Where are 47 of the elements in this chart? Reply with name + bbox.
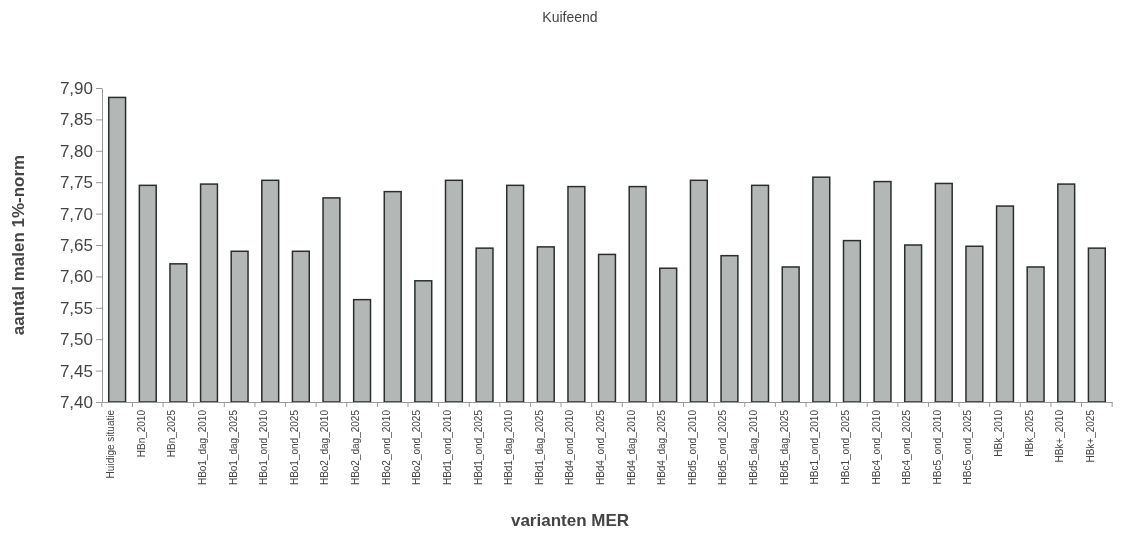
x-tick-label: HBd1_dag_2010 (503, 409, 515, 486)
x-tick-label: HBk+_2025 (1084, 409, 1096, 463)
x-tick-label: HBc5_ond_2010 (931, 409, 943, 485)
x-tick-label: HBo1_dag_2010 (197, 409, 208, 486)
y-tick-label: 7,85 (59, 110, 93, 130)
y-tick-label: 7,50 (59, 330, 93, 350)
x-tick-label: HBo1_ond_2010 (258, 409, 270, 486)
x-tick-label: HBd5_ond_2010 (686, 409, 698, 486)
x-tick-label: HBc4_ond_2025 (901, 409, 913, 485)
x-tick-label: HBo1_ond_2025 (288, 409, 300, 486)
y-tick-label: 7,65 (59, 235, 93, 255)
y-tick-label: 7,90 (59, 78, 93, 98)
x-tick-label: HBn_2025 (166, 409, 178, 458)
x-tick-label: HBd5_dag_2025 (778, 409, 790, 486)
x-tick-label: HBc1_ond_2025 (839, 409, 851, 485)
x-tick-label: HBd4_dag_2025 (656, 409, 668, 486)
x-tick-label: HBd5_dag_2010 (748, 409, 760, 486)
y-axis-title: aantal malen 1%-norm (9, 154, 28, 336)
x-tick-label: HBd5_ond_2025 (717, 409, 729, 486)
x-tick-label: HBd1_ond_2025 (472, 409, 484, 486)
x-tick-label: HBk+_2010 (1054, 409, 1066, 463)
x-tick-label: HBd4_ond_2010 (564, 409, 576, 486)
x-tick-label: HBd1_ond_2010 (441, 409, 453, 486)
y-tick-label: 7,55 (59, 298, 93, 318)
x-tick-label: HBc1_ond_2010 (809, 409, 821, 485)
x-tick-label: HBn_2010 (135, 409, 147, 458)
x-tick-label: HBd1_dag_2025 (533, 409, 545, 486)
y-tick-label: 7,75 (59, 173, 93, 193)
x-tick-label: HBo2_dag_2010 (319, 409, 331, 486)
chart-title: Kuifeend (542, 9, 598, 25)
x-tick-label: HBo2_dag_2025 (350, 409, 362, 486)
x-tick-label: HBk_2025 (1023, 409, 1035, 457)
x-tick-label: Huidige situatie (105, 409, 117, 479)
y-tick-label: 7,45 (59, 361, 93, 381)
x-tick-label: HBo2_ond_2010 (380, 409, 392, 486)
x-tick-label: HBd4_dag_2010 (625, 409, 637, 486)
x-axis-title: varianten MER (510, 511, 630, 530)
y-tick-label: 7,60 (59, 267, 93, 287)
x-tick-label: HBc4_ond_2010 (870, 409, 882, 485)
x-tick-label: HBk_2010 (993, 409, 1004, 457)
y-tick-label: 7,40 (59, 392, 93, 412)
x-tick-label: HBc5_ond_2025 (962, 409, 974, 485)
x-tick-label: HBd4_ond_2025 (595, 409, 606, 486)
x-tick-label: HBo2_ond_2025 (411, 409, 423, 486)
y-tick-label: 7,70 (59, 204, 93, 224)
x-tick-label: HBo1_dag_2025 (227, 409, 239, 486)
y-tick-label: 7,80 (59, 141, 93, 161)
